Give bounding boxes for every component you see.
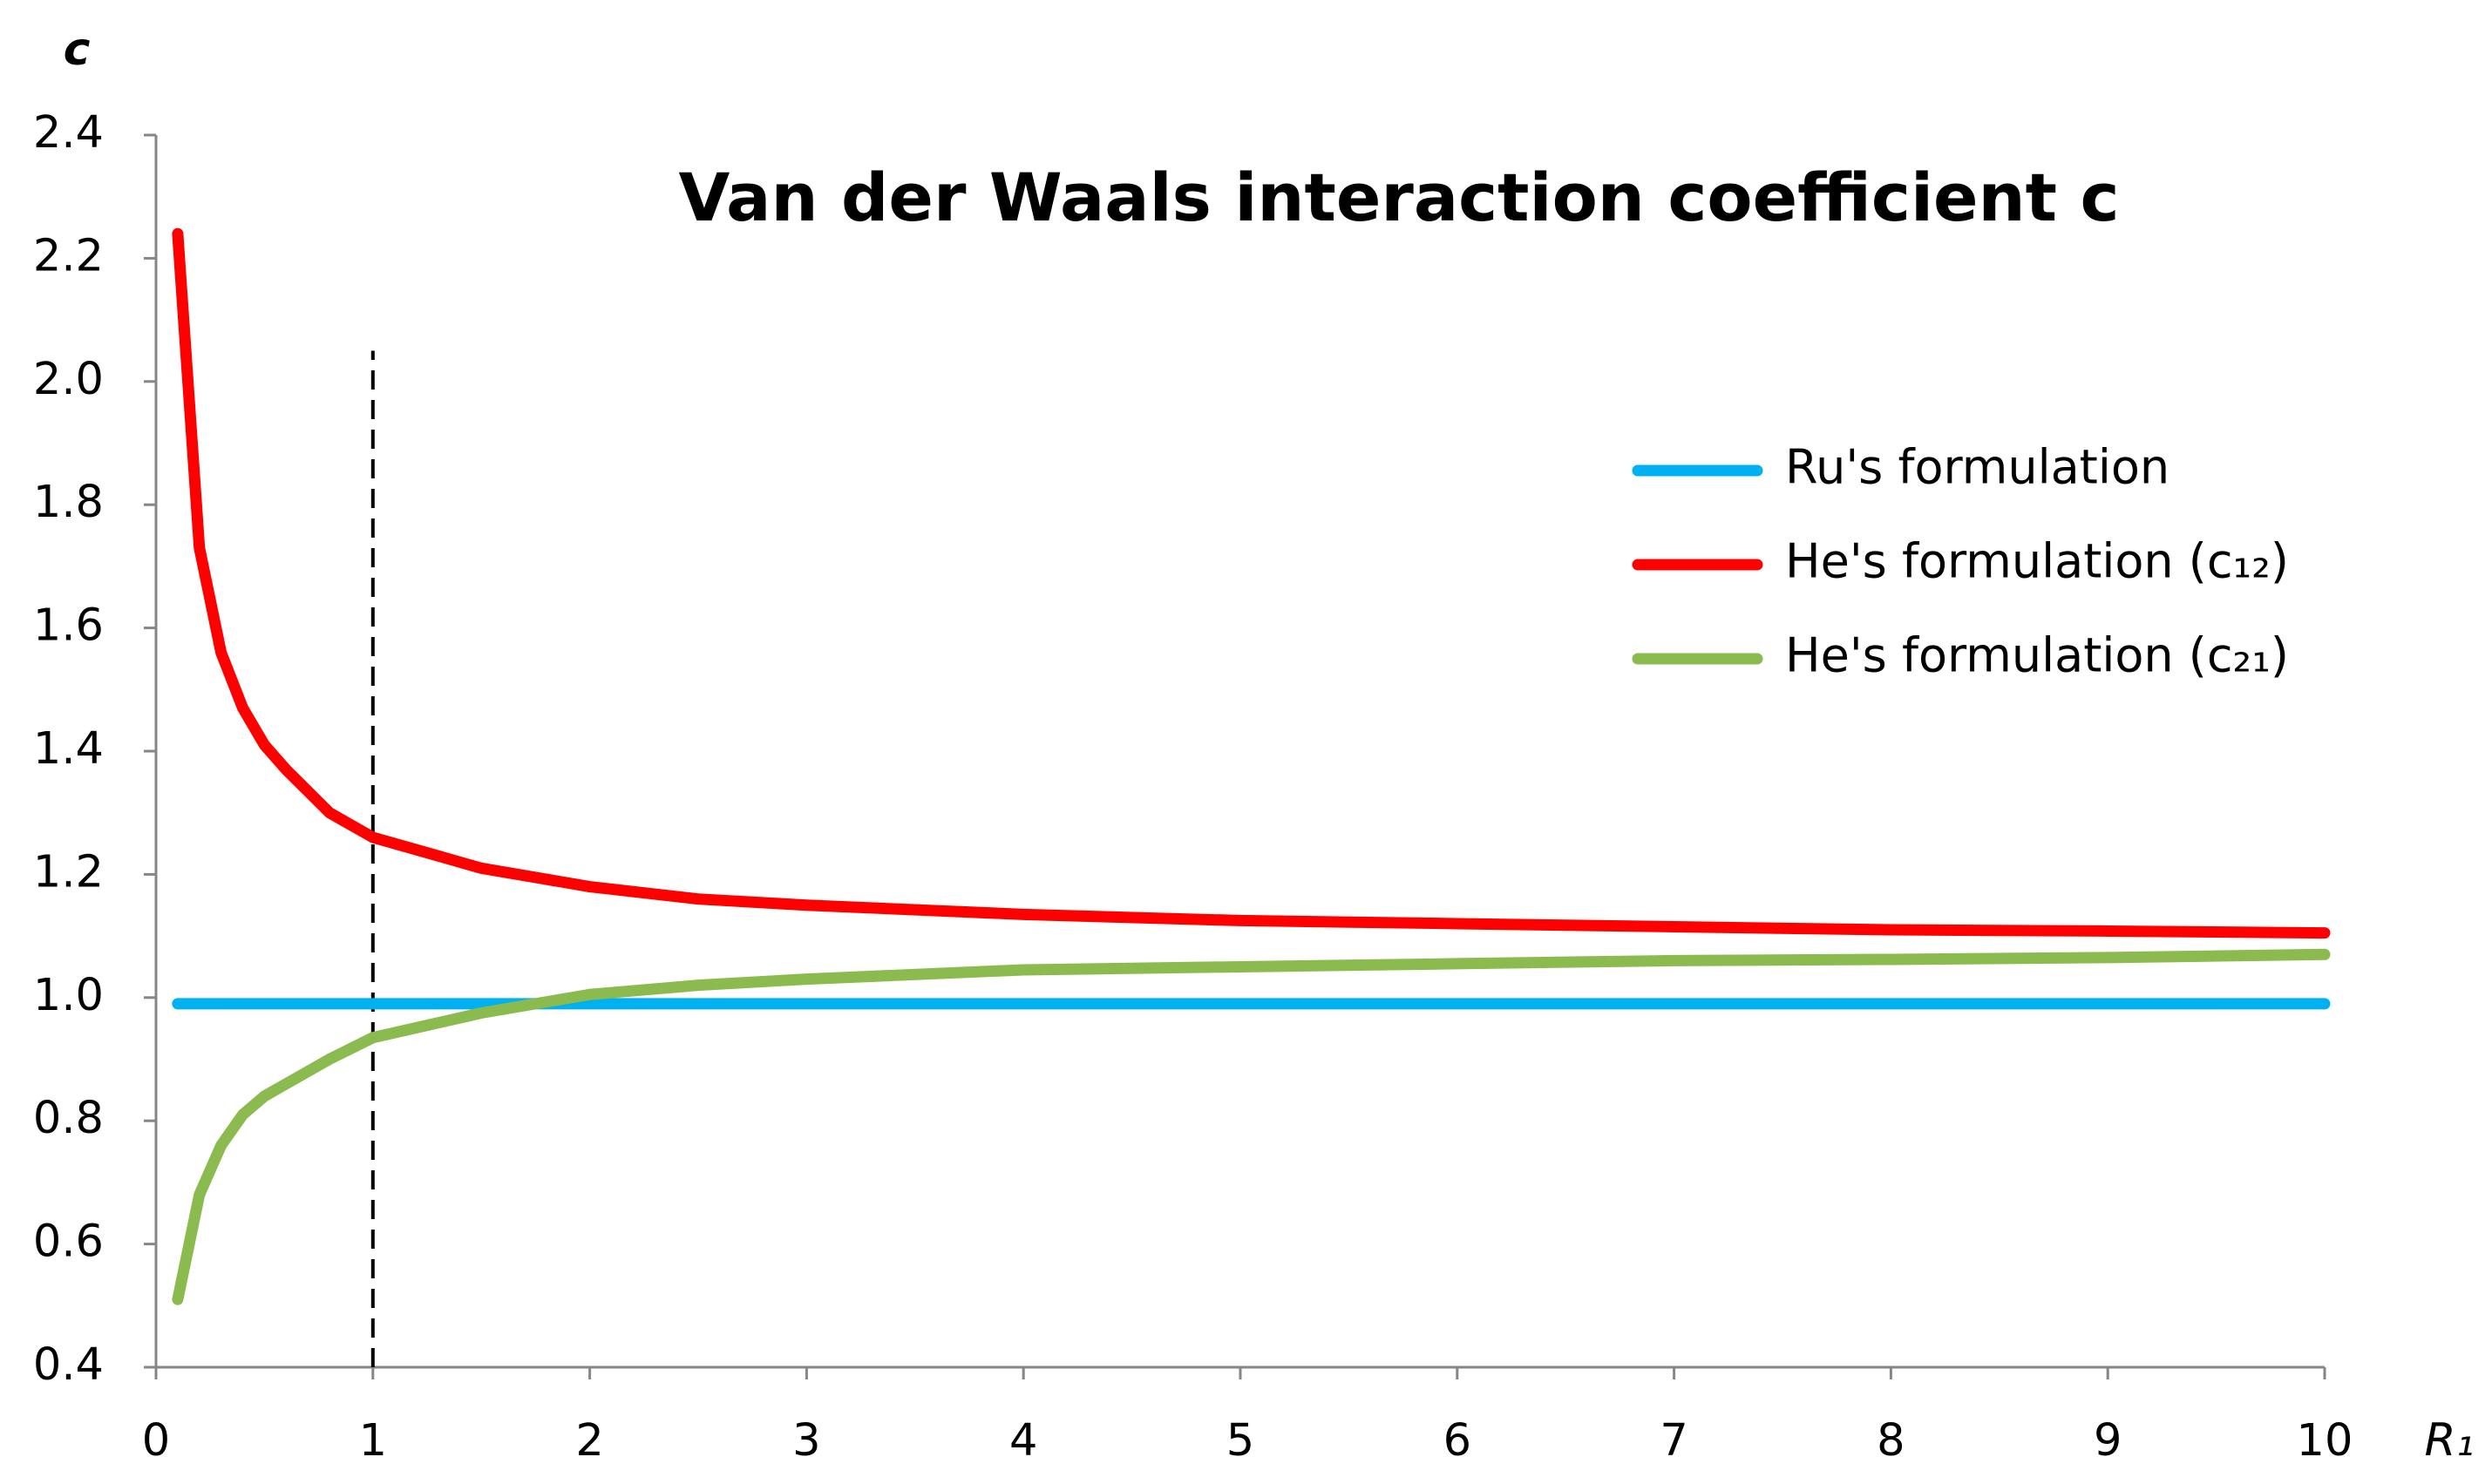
x-tick-label: 9: [2094, 1415, 2122, 1467]
y-tick-label: 1.2: [33, 846, 104, 898]
y-tick-label: 1.6: [33, 600, 104, 652]
x-tick-label: 0: [142, 1415, 170, 1467]
x-tick-label: 2: [575, 1415, 603, 1467]
y-tick-label: 0.6: [33, 1216, 104, 1268]
x-axis-label: R₁: [2425, 1414, 2475, 1467]
x-tick-label: 7: [1660, 1415, 1687, 1467]
y-tick-label: 0.4: [33, 1339, 104, 1391]
x-tick-label: 5: [1226, 1415, 1254, 1467]
x-tick-label: 10: [2297, 1415, 2353, 1467]
y-axis-label: c: [64, 24, 91, 76]
x-tick-label: 1: [359, 1415, 387, 1467]
legend-label: Ru's formulation: [1785, 440, 2169, 495]
y-tick-label: 2.2: [33, 230, 104, 281]
series-line: [172, 227, 2331, 939]
y-tick-label: 2.4: [33, 107, 104, 159]
y-tick-label: 1.8: [33, 477, 104, 528]
legend-label: He's formulation (c₁₂): [1785, 534, 2289, 589]
y-tick-label: 2.0: [33, 354, 104, 405]
x-tick-label: 4: [1009, 1415, 1037, 1467]
y-tick-label: 1.4: [33, 723, 104, 775]
y-tick-label: 0.8: [33, 1093, 104, 1144]
x-tick-label: 6: [1443, 1415, 1471, 1467]
x-tick-label: 3: [792, 1415, 820, 1467]
chart-title: Van der Waals interaction coefficient c: [679, 159, 2120, 236]
y-tick-label: 1.0: [33, 970, 104, 1021]
x-tick-label: 8: [1877, 1415, 1905, 1467]
legend-label: He's formulation (c₂₁): [1785, 628, 2289, 683]
series-line: [172, 948, 2331, 1305]
